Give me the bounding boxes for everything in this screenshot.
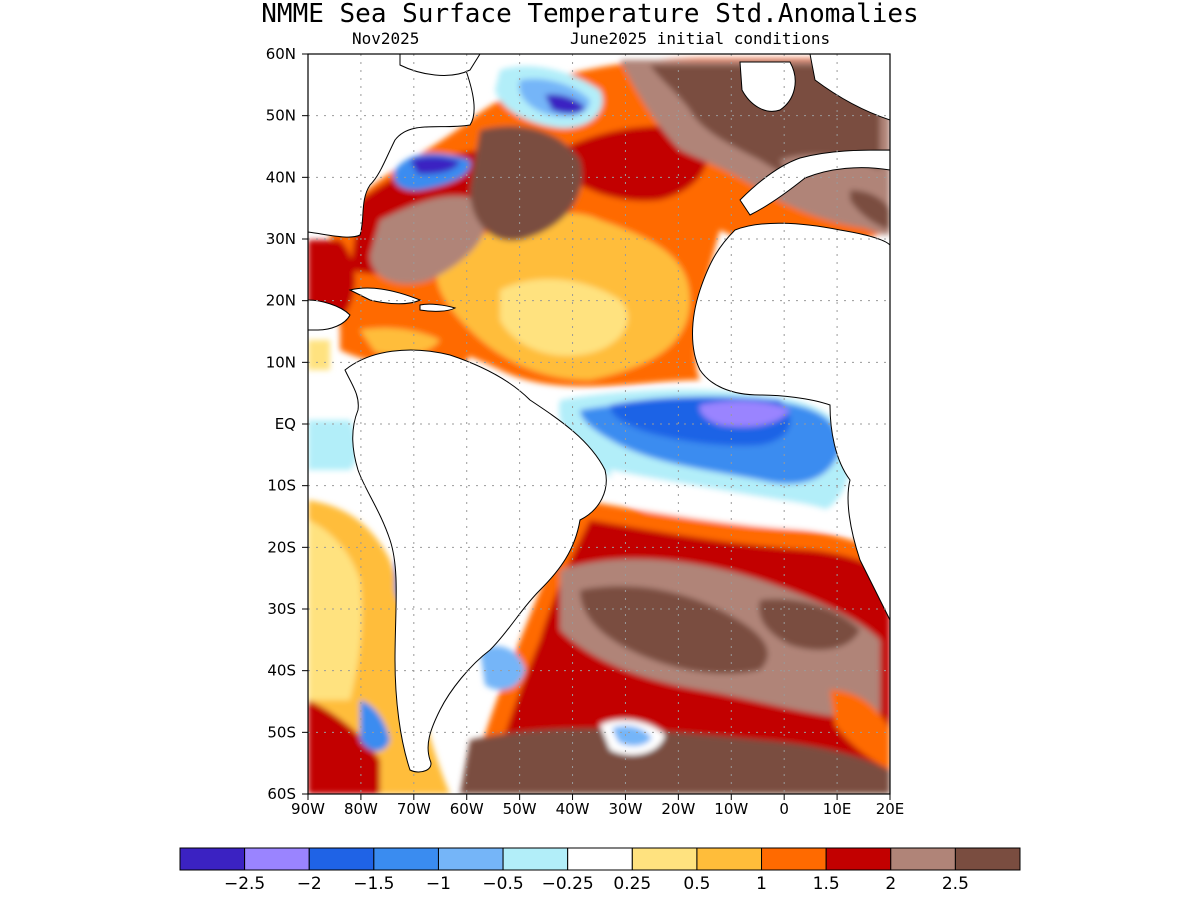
- colorbar-label: 2: [885, 874, 896, 894]
- lat-tick-label: 60S: [267, 785, 296, 803]
- lon-tick-label: 20W: [661, 800, 695, 818]
- colorbar-swatch: [373, 847, 439, 871]
- lat-tick-label: 40N: [266, 168, 296, 186]
- colorbar-swatch: [696, 847, 763, 871]
- africa: [692, 222, 890, 621]
- lon-tick-label: 20E: [876, 800, 905, 818]
- colorbar-label: 1: [756, 874, 767, 894]
- lon-tick-label: 10W: [714, 800, 748, 818]
- colorbar-swatch: [179, 847, 246, 871]
- colorbar-label: 1.5: [813, 874, 840, 894]
- lon-tick-label: 80W: [344, 800, 378, 818]
- colorbar-label: −0.25: [542, 874, 594, 894]
- colorbar-swatch: [890, 847, 956, 871]
- lat-tick-label: EQ: [275, 415, 296, 433]
- colorbar-label: −0.5: [482, 874, 523, 894]
- anomaly-field: [308, 58, 890, 794]
- lat-tick-label: 30S: [267, 600, 296, 618]
- colorbar-swatch: [502, 847, 569, 871]
- north-america: [308, 54, 475, 238]
- colorbar-swatch: [761, 847, 827, 871]
- colorbar-swatch: [308, 847, 375, 871]
- colorbar-swatch: [825, 847, 892, 871]
- colorbar-label: −2: [297, 874, 322, 894]
- lat-tick-label: 20S: [267, 538, 296, 556]
- colorbar-swatch: [631, 847, 698, 871]
- chart-title: NMME Sea Surface Temperature Std.Anomali…: [261, 0, 918, 29]
- colorbar-swatch: [437, 847, 504, 871]
- lat-tick-label: 30N: [266, 230, 296, 248]
- lat-tick-label: 60N: [266, 45, 296, 63]
- lon-tick-label: 30W: [608, 800, 642, 818]
- lon-tick-label: 10E: [823, 800, 852, 818]
- lat-tick-label: 50S: [267, 723, 296, 741]
- colorbar-label: −2.5: [224, 874, 265, 894]
- lon-tick-label: 50W: [503, 800, 537, 818]
- lon-tick-label: 40W: [556, 800, 590, 818]
- europe: [739, 149, 890, 216]
- colorbar-label: 0.25: [613, 874, 651, 894]
- colorbar-label: −1.5: [353, 874, 394, 894]
- colorbar-swatch: [954, 847, 1021, 871]
- lat-tick-label: 10S: [267, 477, 296, 495]
- lat-tick-label: 20N: [266, 292, 296, 310]
- colorbar: −2.5 −2 −1.5 −1 −0.5 −0.25 0.25 0.5 1 1.5 2 2.5: [179, 847, 1021, 894]
- lat-tick-label: 10N: [266, 353, 296, 371]
- south-america: [344, 349, 607, 773]
- map-panel: [308, 54, 890, 794]
- colorbar-label: −1: [426, 874, 451, 894]
- lon-tick-label: 70W: [397, 800, 431, 818]
- colorbar-swatch: [567, 847, 633, 871]
- lat-tick-label: 40S: [267, 662, 296, 680]
- land: [308, 54, 890, 773]
- lat-tick-label: 50N: [266, 107, 296, 125]
- colorbar-label: 2.5: [942, 874, 969, 894]
- initial-conditions: June2025 initial conditions: [570, 29, 830, 48]
- lon-tick-label: 0: [779, 800, 789, 818]
- colorbar-swatch: [244, 847, 310, 871]
- forecast-month: Nov2025: [352, 29, 419, 48]
- longitude-labels: 90W 80W 70W 60W 50W 40W 30W 20W 10W 0 10E 20E: [291, 794, 904, 818]
- lon-tick-label: 90W: [291, 800, 325, 818]
- latitude-labels: 60N 50N 40N 30N 20N 10N EQ 10S 20S 30S 40S 50S 60S: [266, 45, 308, 803]
- colorbar-label: 0.5: [683, 874, 710, 894]
- map-grid: [308, 54, 890, 794]
- lon-tick-label: 60W: [450, 800, 484, 818]
